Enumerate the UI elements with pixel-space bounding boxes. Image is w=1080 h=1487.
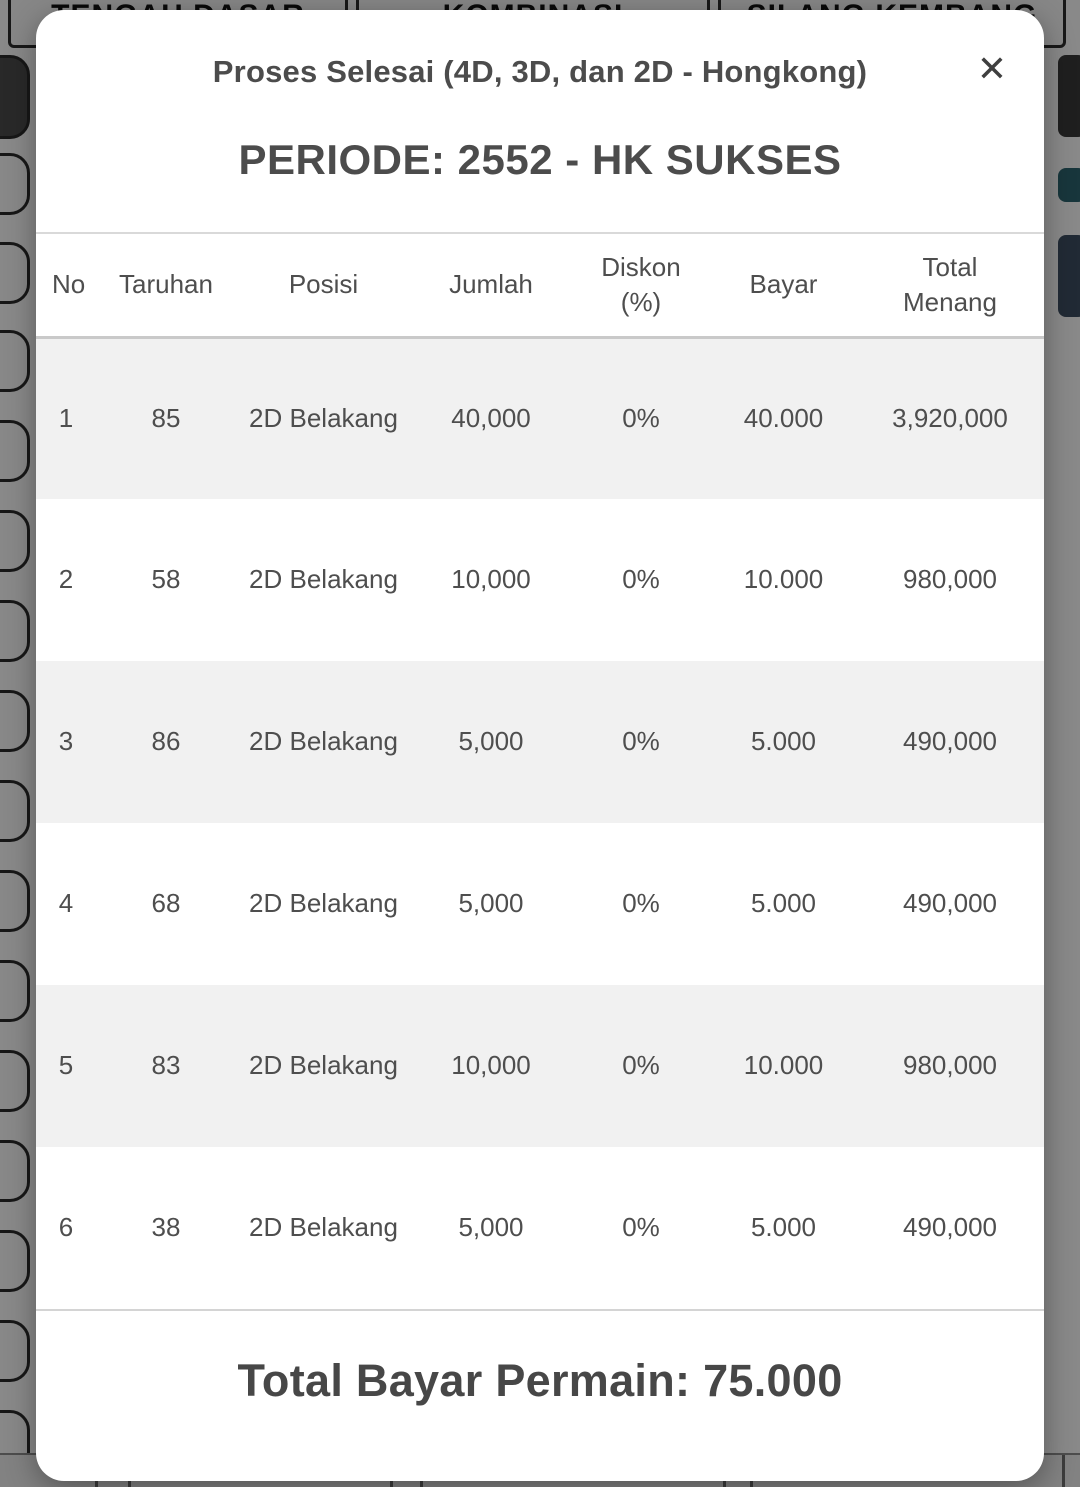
cell-taruhan: 58 [151,564,181,595]
col-header-diskon: Diskon (%) [571,232,711,339]
cell-total-menang: 490,000 [903,888,997,919]
cell-no: 3 [58,726,74,757]
background-button-outline [0,1230,30,1292]
cell-jumlah: 10,000 [451,1050,531,1081]
background-right-button [1058,235,1080,317]
cell-diskon: 0% [622,726,660,757]
background-button-outline [0,420,30,482]
col-header-no: No [36,232,96,339]
cell-taruhan: 68 [151,888,181,919]
cell-bayar: 5.000 [750,888,817,919]
total-bayar-line: Total Bayar Permain: 75.000 [237,1355,843,1406]
background-button-outline [0,1320,30,1382]
cell-jumlah: 40,000 [451,402,531,433]
background-button-outline [0,1050,30,1112]
col-header-jumlah: Jumlah [411,232,571,339]
process-complete-dialog: Proses Selesai (4D, 3D, dan 2D - Hongkon… [36,10,1044,1481]
cell-posisi: 2D Belakang [249,1050,398,1081]
cell-diskon: 0% [622,1050,660,1081]
table-row: 4 68 2D Belakang 5,000 0% 5.000 490,000 [36,823,1044,985]
background-right-button [1058,55,1080,137]
cell-posisi: 2D Belakang [249,564,398,595]
background-button-outline [0,510,30,572]
background-button-outline [0,600,30,662]
cell-diskon: 0% [622,564,660,595]
cell-diskon: 0% [622,402,660,433]
cell-taruhan: 83 [151,1050,181,1081]
periode-heading: PERIODE: 2552 - HK SUKSES [238,136,842,183]
background-button-outline [0,1140,30,1202]
col-header-taruhan: Taruhan [96,232,236,339]
dialog-title: Proses Selesai (4D, 3D, dan 2D - Hongkon… [212,54,868,89]
cell-total-menang: 980,000 [903,564,997,595]
cell-no: 1 [58,402,74,433]
col-header-bayar: Bayar [711,232,856,339]
cell-diskon: 0% [622,1212,660,1243]
cell-taruhan: 38 [151,1212,181,1243]
cell-total-menang: 490,000 [903,1212,997,1243]
grid-line [1062,1455,1065,1487]
cell-posisi: 2D Belakang [249,888,398,919]
background-button-outline [0,870,30,932]
cell-no: 6 [58,1212,74,1243]
cell-bayar: 5.000 [750,726,817,757]
cell-jumlah: 10,000 [451,564,531,595]
close-icon[interactable]: ✕ [966,44,1018,96]
table-header: No Taruhan Posisi Jumlah Diskon (%) Baya… [36,232,1044,339]
background-button-outline [0,690,30,752]
cell-taruhan: 86 [151,726,181,757]
background-button-outline [0,330,30,392]
background-button-outline [0,780,30,842]
background-button-outline [0,55,30,139]
table-row: 2 58 2D Belakang 10,000 0% 10.000 980,00… [36,499,1044,661]
cell-total-menang: 3,920,000 [892,402,1008,433]
cell-bayar: 5.000 [750,1212,817,1243]
cell-jumlah: 5,000 [458,888,524,919]
col-header-posisi: Posisi [236,232,411,339]
background-button-outline [0,242,30,304]
total-section: Total Bayar Permain: 75.000 [36,1309,1044,1471]
cell-jumlah: 5,000 [458,1212,524,1243]
table-row: 1 85 2D Belakang 40,000 0% 40.000 3,920,… [36,337,1044,499]
cell-bayar: 40.000 [743,402,824,433]
background-button-outline [0,153,30,215]
cell-jumlah: 5,000 [458,726,524,757]
cell-total-menang: 980,000 [903,1050,997,1081]
cell-total-menang: 490,000 [903,726,997,757]
background-right-button [1058,168,1080,202]
cell-bayar: 10.000 [743,1050,824,1081]
cell-posisi: 2D Belakang [249,402,398,433]
table-row: 6 38 2D Belakang 5,000 0% 5.000 490,000 [36,1147,1044,1309]
cell-posisi: 2D Belakang [249,726,398,757]
table-row: 5 83 2D Belakang 10,000 0% 10.000 980,00… [36,985,1044,1147]
cell-no: 2 [58,564,74,595]
cell-bayar: 10.000 [743,564,824,595]
cell-posisi: 2D Belakang [249,1212,398,1243]
cell-diskon: 0% [622,888,660,919]
cell-no: 4 [58,888,74,919]
col-header-total-menang: Total Menang [856,232,1044,339]
cell-taruhan: 85 [151,402,181,433]
table-row: 3 86 2D Belakang 5,000 0% 5.000 490,000 [36,661,1044,823]
bets-table: No Taruhan Posisi Jumlah Diskon (%) Baya… [36,232,1044,1309]
cell-no: 5 [58,1050,74,1081]
background-button-outline [0,960,30,1022]
dialog-titlebar: Proses Selesai (4D, 3D, dan 2D - Hongkon… [36,10,1044,90]
